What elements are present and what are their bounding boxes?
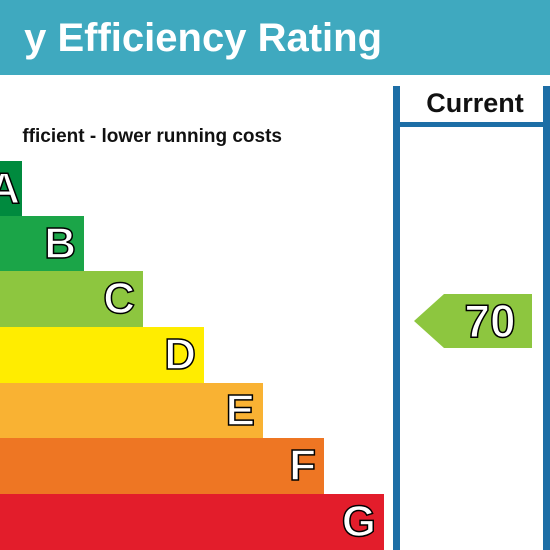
current-rating-value: 70	[464, 294, 517, 348]
band-letter: E	[225, 385, 256, 436]
band-letter: B	[43, 218, 76, 269]
current-rating-arrow: 70	[414, 294, 532, 348]
arrow-shape	[414, 294, 532, 348]
band-d: D	[0, 327, 204, 383]
chart-title: y Efficiency Rating	[24, 16, 382, 60]
band-c: C	[0, 271, 143, 327]
band-e: E	[0, 383, 263, 438]
band-f: F	[0, 438, 324, 494]
band-letter: G	[341, 496, 377, 547]
current-column-header: Current	[426, 88, 524, 118]
efficiency-subtitle: fficient - lower running costs	[22, 126, 282, 147]
band-letter: C	[102, 273, 135, 324]
band-letter: F	[288, 440, 316, 491]
panel-inner-border	[543, 86, 550, 550]
band-letter: A	[0, 163, 21, 214]
band-b: B	[0, 216, 84, 271]
header-banner: y Efficiency Rating	[0, 0, 550, 75]
panel-header-divider	[400, 122, 543, 127]
band-a: A	[0, 161, 22, 216]
panel-left-border	[393, 86, 400, 550]
band-g: G	[0, 494, 384, 550]
band-letter: D	[163, 329, 196, 380]
